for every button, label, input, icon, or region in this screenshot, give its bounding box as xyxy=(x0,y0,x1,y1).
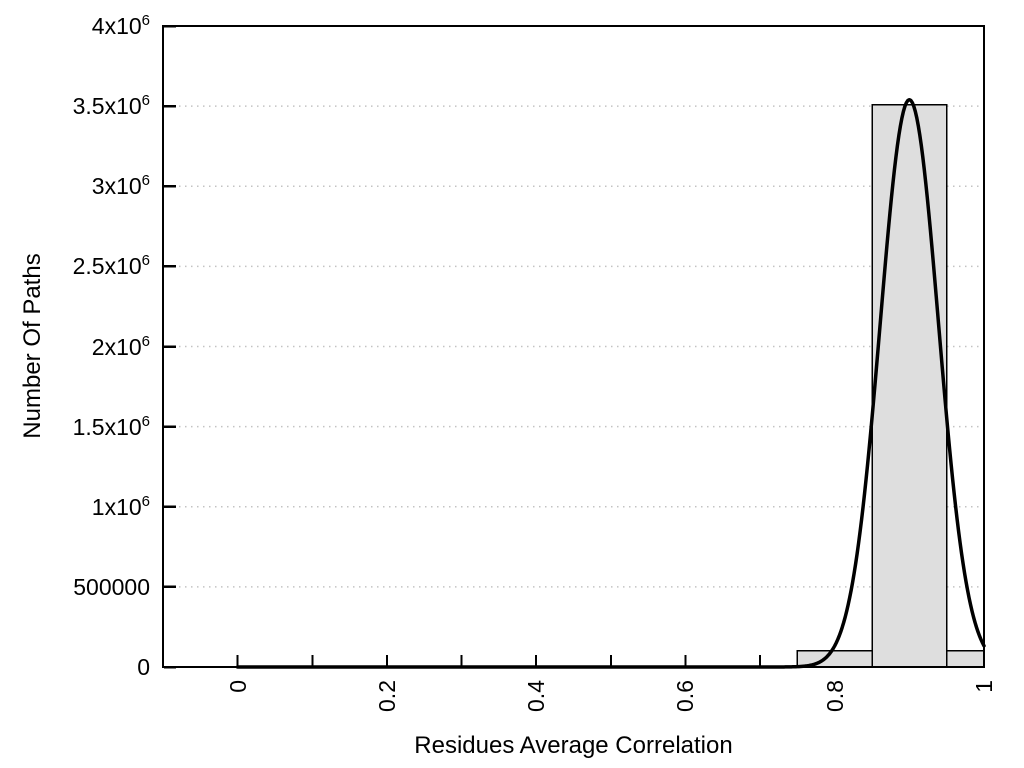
x-tick-label: 0.4 xyxy=(523,680,550,712)
histogram-bar xyxy=(945,650,985,668)
y-tick-label: 500000 xyxy=(73,573,150,600)
plot-border xyxy=(162,25,985,668)
x-tick-label: 1 xyxy=(971,680,997,693)
x-tick-label: 0.8 xyxy=(821,680,848,712)
y-tick-label: 1.5x106 xyxy=(72,412,150,440)
x-tick-label: 0.6 xyxy=(672,680,699,712)
y-tick-label: 0 xyxy=(137,654,150,680)
y-axis-title: Number Of Paths xyxy=(19,253,46,439)
y-tick-label: 4x106 xyxy=(91,12,150,39)
x-axis-title: Residues Average Correlation xyxy=(414,732,733,759)
x-tick-label: 0 xyxy=(224,680,251,693)
y-tick-label: 3.5x106 xyxy=(72,92,150,120)
histogram-bar xyxy=(871,103,948,668)
y-tick-label: 2.5x106 xyxy=(72,252,150,280)
fit-curve xyxy=(235,97,986,669)
x-tick-label: 0.2 xyxy=(373,680,400,712)
y-tick-label: 1x106 xyxy=(91,492,150,520)
y-tick-label: 2x106 xyxy=(91,332,150,360)
y-tick-label: 3x106 xyxy=(91,172,150,200)
